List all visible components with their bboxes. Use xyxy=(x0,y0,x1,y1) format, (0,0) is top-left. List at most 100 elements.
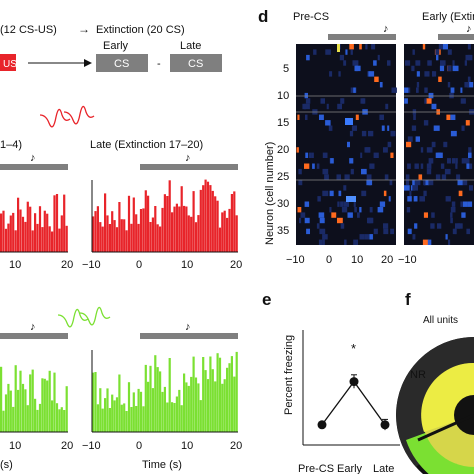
histogram-bar xyxy=(48,226,51,252)
heatmap-cell xyxy=(330,158,334,164)
heatmap-cell xyxy=(373,228,378,235)
red-waveform-icon-2 xyxy=(39,108,71,128)
histogram-bar xyxy=(34,213,37,252)
heatmap-cell xyxy=(467,201,473,207)
histogram-bar xyxy=(65,386,68,432)
histogram-bar xyxy=(173,403,176,432)
histogram-bar xyxy=(211,369,214,432)
tick-label: 10 xyxy=(181,259,193,271)
histogram-bar xyxy=(151,217,154,252)
heatmap-cell xyxy=(338,190,342,197)
histogram-bar xyxy=(194,377,198,432)
heatmap-cell xyxy=(322,234,328,240)
heatmap-cell xyxy=(452,65,459,72)
histogram-bar xyxy=(31,369,34,432)
tick-label: 10 xyxy=(181,440,193,452)
heatmap-cell xyxy=(412,234,416,240)
histogram-bar xyxy=(60,215,63,252)
heatmap-cell xyxy=(325,120,331,126)
heatmap-cell xyxy=(466,163,470,169)
heatmap-cell xyxy=(425,98,432,104)
histogram-bar xyxy=(120,404,123,432)
heatmap-cell xyxy=(460,201,464,207)
heatmap-cell xyxy=(306,228,310,235)
tick-label: 0 xyxy=(136,440,142,452)
histogram-bar xyxy=(118,374,121,432)
histogram-bar xyxy=(161,391,164,432)
heatmap-cell xyxy=(468,147,472,153)
histogram-bar xyxy=(144,190,147,252)
heatmap-cell xyxy=(450,130,457,137)
heatmap-cell xyxy=(354,65,358,72)
heatmap-cell xyxy=(387,60,391,66)
heatmap-cell xyxy=(350,168,354,175)
pie-title: All units xyxy=(423,315,458,326)
heatmap-cell xyxy=(390,152,394,158)
dash-separator: - xyxy=(157,58,161,70)
histogram-bar xyxy=(228,363,231,432)
histogram-bar xyxy=(58,409,61,432)
histogram-bar xyxy=(206,181,210,252)
heatmap-cell xyxy=(436,54,439,61)
heatmap-cell xyxy=(464,82,470,88)
heatmap-cell xyxy=(438,76,442,82)
heatmap-cell xyxy=(433,125,440,131)
heatmap-cell xyxy=(341,207,348,213)
heatmap-cell xyxy=(365,44,368,50)
heatmap-cell xyxy=(337,217,343,224)
histogram-bar xyxy=(43,378,46,432)
histogram-bar xyxy=(211,190,214,252)
tick-label: 10 xyxy=(9,440,21,452)
heatmap-cell xyxy=(367,217,373,224)
histogram-bar xyxy=(171,212,174,252)
heatmap-cell xyxy=(359,44,362,50)
histogram-bar xyxy=(190,216,193,252)
heatmap-cell xyxy=(385,103,389,110)
raster-title-right: Early (Extinction xyxy=(422,11,474,23)
histogram-bar xyxy=(199,189,202,252)
heatmap-cell xyxy=(447,82,451,88)
heatmap-cell xyxy=(468,163,473,169)
histogram-bar xyxy=(206,379,210,432)
heatmap-cell xyxy=(322,152,328,158)
histogram-bar xyxy=(7,223,10,252)
panel-f-letter: f xyxy=(405,290,411,309)
heatmap-cell xyxy=(319,114,324,120)
heatmap-cell xyxy=(373,60,377,66)
psth-bottom-right xyxy=(91,350,238,433)
red-waveform-icon xyxy=(63,105,95,125)
heatmap-cell xyxy=(383,223,389,229)
heatmap-cell xyxy=(450,114,456,120)
histogram-bar xyxy=(204,370,207,432)
heatmap-cell xyxy=(359,207,362,213)
histogram-bar xyxy=(118,202,121,252)
histogram-bar xyxy=(156,224,159,252)
heatmap-cell xyxy=(354,207,357,213)
heatmap-cell xyxy=(419,196,425,202)
heatmap-cell xyxy=(329,190,334,197)
histogram-bar xyxy=(151,388,154,432)
heatmap-cell xyxy=(423,190,427,197)
raster-y-ticks: 5 10 15 20 25 30 35 xyxy=(277,63,289,237)
heatmap-cell xyxy=(340,223,345,229)
heatmap-cell xyxy=(406,207,411,213)
histogram-bar xyxy=(51,400,54,432)
heatmap-cell xyxy=(407,228,412,235)
heatmap-cell xyxy=(299,217,302,224)
histogram-bar xyxy=(12,212,15,252)
histogram-bar xyxy=(19,209,22,252)
heatmap-cell xyxy=(431,103,437,110)
histogram-bar xyxy=(46,213,49,252)
histogram-bar xyxy=(55,194,59,252)
heatmap-cell xyxy=(361,130,367,137)
heatmap-cell xyxy=(428,179,434,186)
heatmap-cell xyxy=(369,234,373,240)
histogram-bar xyxy=(204,179,207,252)
y-tick: 35 xyxy=(277,225,289,237)
freezing-chart xyxy=(302,330,400,446)
heatmap-cell xyxy=(368,130,374,137)
heatmap-cell xyxy=(340,201,343,207)
histogram-bar xyxy=(192,356,195,432)
histogram-bar xyxy=(230,356,233,432)
histogram-bar xyxy=(183,373,186,432)
